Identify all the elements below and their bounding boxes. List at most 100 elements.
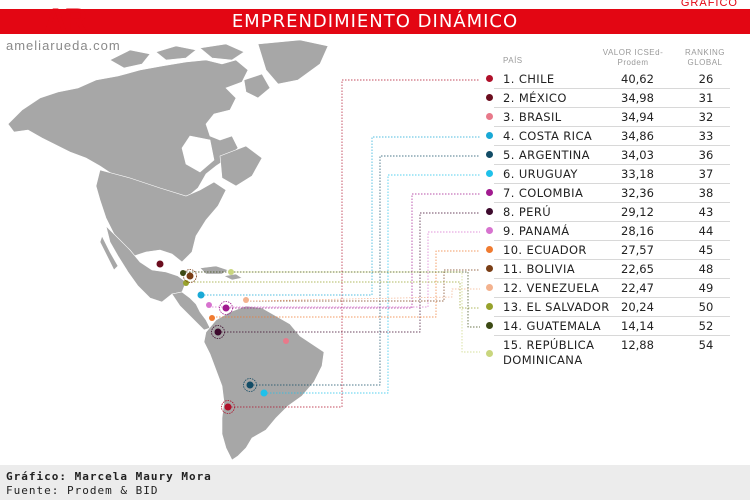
row-divider xyxy=(494,183,730,184)
country-name: 9. PANAMÁ xyxy=(503,224,570,238)
country-name: 7. COLOMBIA xyxy=(503,186,584,200)
global-rank: 50 xyxy=(698,300,714,314)
row-divider xyxy=(494,202,730,203)
logo: AR xyxy=(44,2,87,38)
row-divider xyxy=(494,221,730,222)
row-divider xyxy=(494,335,730,336)
legend-dot xyxy=(486,322,493,329)
legend-dot xyxy=(486,189,493,196)
row-divider xyxy=(494,278,730,279)
global-rank: 43 xyxy=(698,205,714,219)
legend-dot xyxy=(486,94,493,101)
country-name: 4. COSTA RICA xyxy=(503,129,593,143)
row-divider xyxy=(494,88,730,89)
legend-dot xyxy=(486,265,493,272)
global-rank: 49 xyxy=(698,281,714,295)
table-row: 5. ARGENTINA 34,03 36 xyxy=(486,146,746,165)
global-rank: 26 xyxy=(698,72,714,86)
index-value: 14,14 xyxy=(621,319,654,333)
table-row: 1. CHILE 40,62 26 xyxy=(486,70,746,89)
section-tag: GRÁFICO xyxy=(680,0,738,9)
country-name: 1. CHILE xyxy=(503,72,555,86)
table-row: 10. ECUADOR 27,57 45 xyxy=(486,241,746,260)
table-row: 13. EL SALVADOR 20,24 50 xyxy=(486,298,746,317)
legend-dot xyxy=(486,151,493,158)
source-text: Fuente: Prodem & BID xyxy=(6,484,159,497)
legend-dot xyxy=(486,113,493,120)
legend-dot xyxy=(486,246,493,253)
index-value: 34,98 xyxy=(621,91,654,105)
table-row: 3. BRASIL 34,94 32 xyxy=(486,108,746,127)
legend-dot xyxy=(486,75,493,82)
country-name: 15. REPÚBLICA xyxy=(503,338,595,352)
table-row: 15. REPÚBLICA DOMINICANA 12,88 54 xyxy=(486,336,746,367)
index-value: 12,88 xyxy=(621,338,654,352)
table-row: 9. PANAMÁ 28,16 44 xyxy=(486,222,746,241)
country-name: 2. MÉXICO xyxy=(503,91,567,105)
global-rank: 52 xyxy=(698,319,714,333)
legend-dot xyxy=(486,227,493,234)
country-name: 8. PERÚ xyxy=(503,205,552,219)
index-value: 34,03 xyxy=(621,148,654,162)
index-value: 20,24 xyxy=(621,300,654,314)
country-name: 13. EL SALVADOR xyxy=(503,300,610,314)
table-row: 2. MÉXICO 34,98 31 xyxy=(486,89,746,108)
global-rank: 32 xyxy=(698,110,714,124)
legend-dot xyxy=(486,170,493,177)
global-rank: 54 xyxy=(698,338,714,352)
country-name: 10. ECUADOR xyxy=(503,243,587,257)
header-bar xyxy=(0,9,750,34)
global-rank: 45 xyxy=(698,243,714,257)
row-divider xyxy=(494,107,730,108)
legend-dot xyxy=(486,132,493,139)
row-divider xyxy=(494,259,730,260)
index-value: 34,86 xyxy=(621,129,654,143)
table-row: 4. COSTA RICA 34,86 33 xyxy=(486,127,746,146)
table-row: 7. COLOMBIA 32,36 38 xyxy=(486,184,746,203)
table-row: 8. PERÚ 29,12 43 xyxy=(486,203,746,222)
global-rank: 48 xyxy=(698,262,714,276)
site-url: ameliarueda.com xyxy=(6,38,121,53)
index-value: 40,62 xyxy=(621,72,654,86)
col-header-rank: RANKING GLOBAL xyxy=(685,48,725,67)
row-divider xyxy=(494,240,730,241)
page-title: EMPRENDIMIENTO DINÁMICO xyxy=(231,11,519,32)
global-rank: 33 xyxy=(698,129,714,143)
row-divider xyxy=(494,164,730,165)
index-value: 32,36 xyxy=(621,186,654,200)
global-rank: 38 xyxy=(698,186,714,200)
credit-text: Gráfico: Marcela Maury Mora xyxy=(6,470,212,483)
index-value: 22,65 xyxy=(621,262,654,276)
table-row: 12. VENEZUELA 22,47 49 xyxy=(486,279,746,298)
row-divider xyxy=(494,126,730,127)
col-header-value: VALOR ICSEd-Prodem xyxy=(602,48,664,67)
country-name: 6. URUGUAY xyxy=(503,167,578,181)
table-row: 14. GUATEMALA 14,14 52 xyxy=(486,317,746,336)
country-name: 3. BRASIL xyxy=(503,110,562,124)
global-rank: 37 xyxy=(698,167,714,181)
legend-dot xyxy=(486,350,493,357)
footer-bar xyxy=(0,465,750,500)
legend-dot xyxy=(486,284,493,291)
index-value: 33,18 xyxy=(621,167,654,181)
country-name: 11. BOLIVIA xyxy=(503,262,576,276)
table-row: 11. BOLIVIA 22,65 48 xyxy=(486,260,746,279)
index-value: 28,16 xyxy=(621,224,654,238)
americas-map xyxy=(7,40,480,460)
legend-dot xyxy=(486,303,493,310)
legend-dot xyxy=(486,208,493,215)
index-value: 22,47 xyxy=(621,281,654,295)
global-rank: 44 xyxy=(698,224,714,238)
global-rank: 36 xyxy=(698,148,714,162)
table-row: 6. URUGUAY 33,18 37 xyxy=(486,165,746,184)
country-name: 14. GUATEMALA xyxy=(503,319,602,333)
row-divider xyxy=(494,297,730,298)
index-value: 34,94 xyxy=(621,110,654,124)
row-divider xyxy=(494,145,730,146)
global-rank: 31 xyxy=(698,91,714,105)
index-value: 27,57 xyxy=(621,243,654,257)
country-name: 5. ARGENTINA xyxy=(503,148,590,162)
row-divider xyxy=(494,316,730,317)
country-name: 12. VENEZUELA xyxy=(503,281,600,295)
country-markers xyxy=(156,260,289,414)
